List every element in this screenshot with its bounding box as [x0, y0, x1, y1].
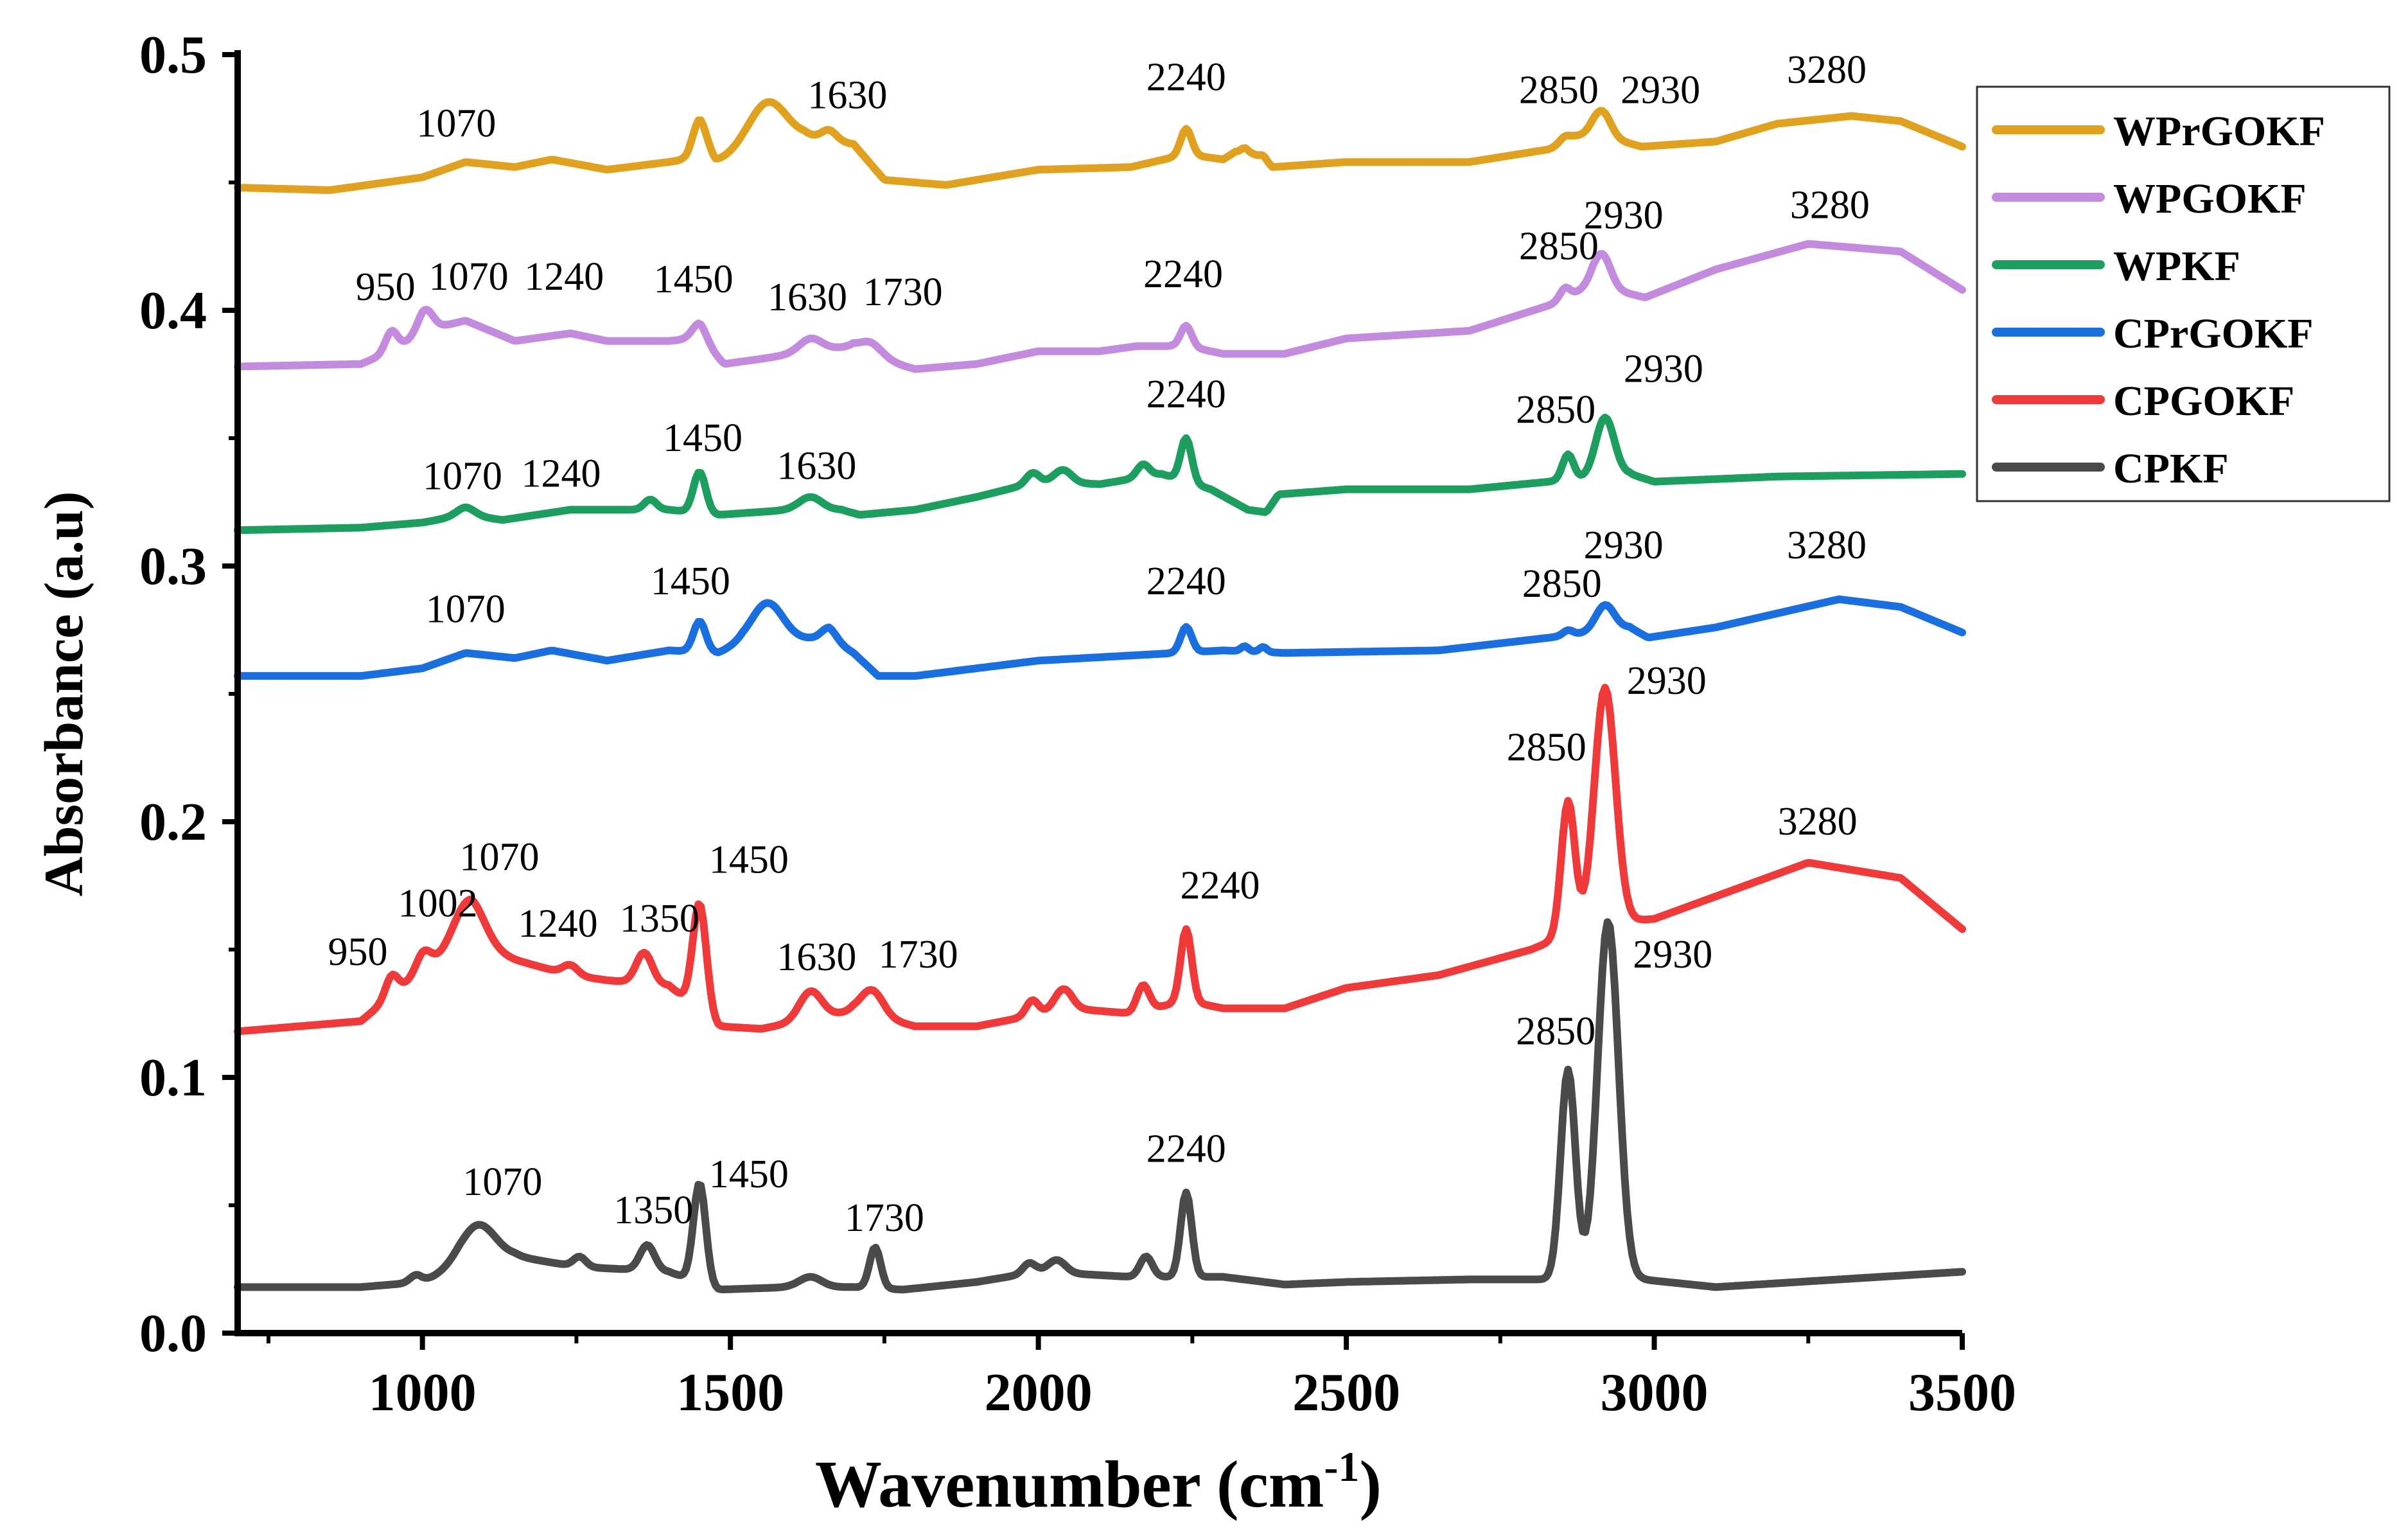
y-axis-title: Absorbance (a.u) — [33, 491, 94, 897]
peak-label: 1730 — [863, 270, 943, 314]
y-tick-label: 0.5 — [139, 25, 207, 85]
peak-label: 2850 — [1516, 388, 1595, 432]
y-tick-label: 0.4 — [139, 281, 207, 341]
peak-label: 1630 — [807, 74, 887, 118]
x-tick-label: 2000 — [985, 1363, 1093, 1422]
peak-label: 3280 — [1787, 524, 1867, 567]
legend-label: WPGOKF — [2113, 175, 2307, 222]
peak-label: 2240 — [1147, 56, 1226, 100]
peak-label: 2930 — [1627, 659, 1707, 703]
peak-label: 2240 — [1143, 252, 1223, 296]
x-axis-title: Wavenumber (cm-1) — [815, 1444, 1382, 1521]
series-layer — [234, 98, 1966, 1294]
peak-label: 1350 — [620, 897, 699, 941]
peak-label: 1070 — [429, 255, 509, 299]
x-tick-label: 1000 — [369, 1363, 477, 1422]
peak-label: 3280 — [1790, 184, 1870, 227]
peak-label: 3280 — [1787, 48, 1867, 92]
peak-label: 1070 — [426, 588, 505, 632]
peak-label: 2930 — [1584, 524, 1664, 567]
peak-label: 2240 — [1147, 373, 1226, 416]
x-tick-label: 1500 — [676, 1363, 784, 1422]
series-line-wpgokf — [234, 240, 1966, 373]
peak-label: 2850 — [1516, 1009, 1595, 1053]
peak-label: 1730 — [879, 933, 958, 977]
peak-label: 2850 — [1519, 69, 1599, 112]
series-line-wpkf — [234, 413, 1966, 535]
x-axis-title-main: Wavenumber (cm — [815, 1447, 1324, 1521]
ticks: 1000 1500 2000 2500 3000 3500 0.0 0.1 0.2 0.3 0.4 0… — [139, 25, 2016, 1422]
peak-label: 1070 — [416, 102, 496, 145]
peak-label: 950 — [328, 930, 387, 974]
peak-label: 1240 — [518, 902, 598, 946]
peak-label: 950 — [356, 265, 416, 309]
peak-label: 2930 — [1633, 933, 1712, 977]
peak-label: 1240 — [524, 255, 604, 299]
peak-label: 1450 — [654, 258, 734, 301]
legend-label: WPKF — [2113, 243, 2240, 290]
x-axis-title-superscript: -1 — [1324, 1444, 1359, 1491]
y-tick-label: 0.2 — [139, 792, 207, 852]
legend-label: CPrGOKF — [2113, 310, 2314, 357]
peak-label: 2930 — [1621, 69, 1700, 112]
series-line-cpkf — [234, 918, 1966, 1294]
legend-label: CPGOKF — [2113, 378, 2294, 425]
peak-label: 1630 — [777, 935, 856, 979]
x-tick-label: 2500 — [1292, 1363, 1400, 1422]
y-tick-label: 0.3 — [139, 536, 207, 596]
peak-label: 2930 — [1584, 194, 1664, 238]
peak-label: 1630 — [777, 445, 856, 488]
peak-label: 1630 — [768, 276, 847, 319]
peak-label: 3280 — [1778, 800, 1858, 844]
peak-label: 1450 — [663, 416, 743, 460]
peak-label: 1002 — [398, 881, 478, 925]
y-tick-label: 0.0 — [139, 1304, 207, 1363]
x-tick-label: 3500 — [1908, 1363, 2016, 1422]
legend-box — [1976, 85, 2391, 502]
peak-label: 2850 — [1519, 224, 1599, 268]
peak-label: 2240 — [1180, 863, 1260, 907]
y-tick-label: 0.1 — [139, 1048, 207, 1108]
peak-label: 1240 — [521, 452, 601, 496]
peak-label: 1070 — [462, 1160, 542, 1204]
series-line-cprgokf — [234, 595, 1966, 680]
peak-label: 1070 — [423, 455, 502, 499]
series-line-wprgokf — [234, 98, 1966, 194]
series-line-cpgokf — [234, 684, 1966, 1036]
peak-label: 1450 — [709, 1153, 789, 1196]
x-axis-title-suffix: ) — [1359, 1447, 1382, 1521]
peak-label: 1730 — [845, 1196, 924, 1240]
peak-label: 2930 — [1624, 347, 1703, 391]
peak-label: 2240 — [1147, 1127, 1226, 1171]
legend-label: CPKF — [2113, 445, 2229, 492]
peak-label: 1070 — [460, 836, 540, 880]
peak-label: 2850 — [1522, 562, 1602, 606]
legend: WPrGOKF WPGOKF WPKF CPrGOKF CPGOKF CPKF — [1976, 85, 2391, 502]
x-tick-label: 3000 — [1601, 1363, 1709, 1422]
peak-label: 1350 — [613, 1189, 693, 1232]
legend-label: WPrGOKF — [2113, 108, 2325, 155]
peak-label: 2240 — [1147, 560, 1226, 603]
peak-label: 1450 — [651, 560, 730, 603]
peak-label: 2850 — [1507, 725, 1586, 769]
peak-label: 1450 — [709, 838, 789, 882]
